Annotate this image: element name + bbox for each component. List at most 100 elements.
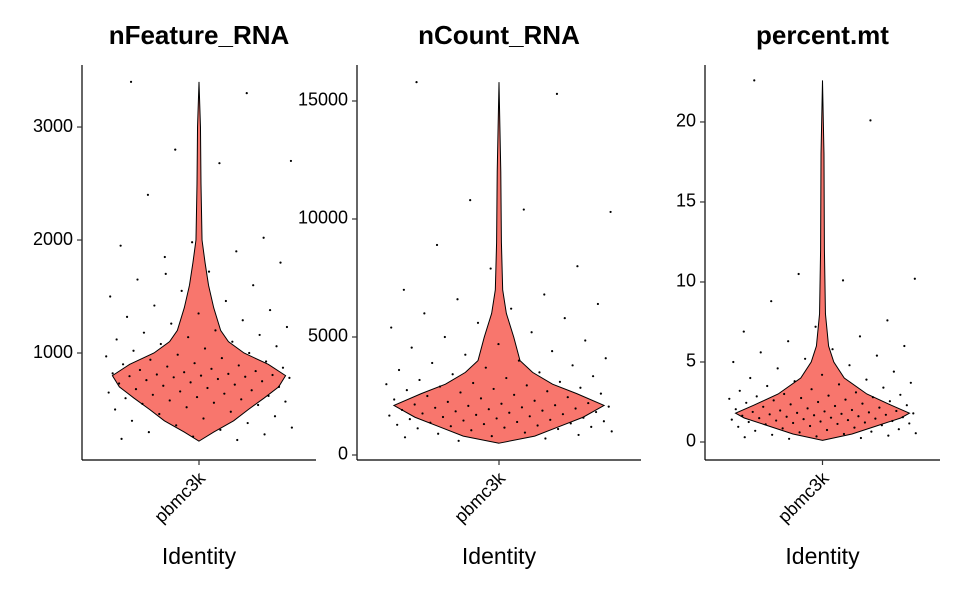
- point: [857, 415, 860, 418]
- point: [277, 385, 281, 388]
- point: [187, 336, 190, 339]
- point: [751, 410, 754, 414]
- y-tick-label: 10: [676, 271, 696, 291]
- point: [490, 435, 493, 438]
- point: [804, 357, 807, 360]
- point: [505, 376, 508, 380]
- point: [250, 389, 253, 392]
- point: [789, 403, 792, 406]
- point: [836, 422, 839, 426]
- point: [796, 411, 799, 414]
- point: [546, 390, 549, 393]
- point: [263, 433, 266, 436]
- point: [159, 342, 162, 346]
- point: [886, 319, 889, 322]
- point: [240, 398, 243, 401]
- point: [508, 411, 511, 414]
- point: [168, 399, 171, 402]
- point: [210, 367, 213, 370]
- point: [415, 81, 418, 84]
- point: [561, 413, 565, 416]
- point: [388, 414, 391, 417]
- point: [289, 159, 293, 163]
- point: [579, 386, 582, 389]
- point: [206, 386, 209, 390]
- point: [553, 404, 557, 407]
- point: [408, 418, 411, 421]
- point: [520, 406, 524, 409]
- point: [107, 391, 110, 394]
- point: [908, 422, 911, 425]
- point: [470, 429, 473, 432]
- point: [166, 365, 169, 368]
- point: [403, 436, 407, 439]
- point: [227, 372, 230, 376]
- violin: [111, 81, 287, 442]
- point: [125, 315, 129, 318]
- point: [141, 402, 144, 405]
- point: [396, 423, 399, 426]
- point: [258, 333, 261, 337]
- point: [246, 421, 249, 425]
- panel: nFeature_RNA 1000 2000 3000 pbmc3k Identity: [33, 20, 316, 569]
- point: [252, 284, 255, 287]
- point: [781, 427, 784, 430]
- point: [212, 401, 216, 404]
- point: [497, 342, 500, 346]
- point: [402, 288, 405, 291]
- point: [530, 331, 533, 334]
- point: [737, 425, 740, 428]
- point: [516, 420, 519, 424]
- point: [464, 353, 467, 356]
- point: [162, 384, 165, 387]
- point: [119, 244, 122, 247]
- point: [132, 349, 135, 352]
- point: [555, 92, 559, 96]
- point: [755, 395, 758, 398]
- point: [475, 413, 478, 416]
- point: [913, 277, 916, 280]
- point: [216, 377, 220, 381]
- point: [462, 419, 465, 422]
- point: [895, 409, 898, 413]
- point: [268, 308, 272, 312]
- point: [400, 408, 404, 412]
- point: [884, 413, 887, 416]
- point: [848, 364, 851, 367]
- x-axis-label: Identity: [462, 543, 537, 569]
- point: [759, 351, 762, 354]
- point: [874, 417, 877, 420]
- point: [218, 162, 221, 165]
- point: [775, 419, 778, 422]
- point: [909, 381, 912, 384]
- point: [587, 401, 590, 405]
- point: [479, 397, 483, 400]
- point: [180, 289, 183, 292]
- point: [281, 366, 285, 369]
- point: [248, 351, 251, 355]
- point: [413, 403, 416, 406]
- point: [124, 397, 127, 400]
- x-tick-label: pbmc3k: [450, 467, 509, 526]
- y-tick-label: 5000: [308, 326, 348, 346]
- point: [138, 368, 142, 372]
- x-tick-label: pbmc3k: [150, 467, 209, 526]
- point: [410, 346, 413, 349]
- point: [199, 374, 203, 377]
- y-tick-label: 0: [338, 444, 348, 464]
- point: [459, 391, 462, 394]
- point: [844, 398, 847, 401]
- point: [120, 437, 123, 440]
- point: [484, 366, 487, 369]
- point: [604, 357, 607, 360]
- point: [454, 410, 457, 413]
- point: [438, 385, 442, 388]
- point: [115, 338, 118, 341]
- point: [114, 408, 117, 411]
- point: [905, 404, 908, 407]
- point: [602, 420, 605, 423]
- point: [489, 267, 492, 270]
- point: [397, 368, 401, 372]
- point: [865, 378, 868, 381]
- point: [435, 243, 439, 247]
